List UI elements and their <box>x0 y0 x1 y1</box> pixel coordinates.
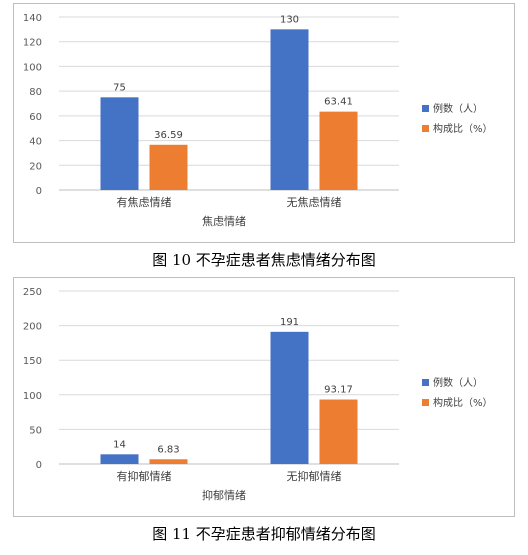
y-tick-label: 40 <box>29 137 42 148</box>
legend-swatch <box>422 125 429 132</box>
legend-label: 例数（人） <box>433 376 483 389</box>
data-label: 93.17 <box>324 385 353 396</box>
bar <box>149 144 188 190</box>
y-tick-label: 80 <box>29 87 42 98</box>
data-label: 191 <box>280 317 299 328</box>
bar <box>100 97 139 190</box>
y-tick-label: 0 <box>36 186 42 197</box>
x-category-label: 无焦虑情绪 <box>287 195 342 209</box>
bar <box>270 29 309 190</box>
bar <box>319 399 358 464</box>
data-label: 6.83 <box>157 444 179 455</box>
chart-depression: 0 50 100 150 200 250 14 6.83 有抑郁情绪 191 93.17 无抑郁情绪抑… <box>13 277 515 517</box>
bar <box>149 459 188 464</box>
x-axis-title: 焦虑情绪 <box>202 214 246 228</box>
legend-label: 构成比（%） <box>433 396 493 409</box>
legend-label: 构成比（%） <box>433 122 493 135</box>
y-tick-label: 60 <box>29 112 42 123</box>
bar <box>270 331 309 464</box>
bar <box>100 454 139 464</box>
figure-caption-depression: 图 11 不孕症患者抑郁情绪分布图 <box>152 525 376 543</box>
y-tick-label: 150 <box>23 356 42 367</box>
y-tick-label: 100 <box>23 391 42 402</box>
y-tick-label: 200 <box>23 322 42 333</box>
chart-depression-svg: 0 50 100 150 200 250 14 6.83 有抑郁情绪 191 93.17 无抑郁情绪抑… <box>23 287 493 502</box>
data-label: 14 <box>113 439 126 450</box>
legend-swatch <box>422 379 429 386</box>
x-axis-title: 抑郁情绪 <box>202 488 246 502</box>
x-category-label: 有抑郁情绪 <box>117 469 172 483</box>
y-tick-label: 50 <box>29 425 42 436</box>
data-label: 75 <box>113 82 126 93</box>
chart-anxiety-svg: 0 20 40 60 80 100 120 140 75 36.59 有焦虑情绪 130 63.41 无焦… <box>23 13 493 228</box>
x-category-label: 无抑郁情绪 <box>287 469 342 483</box>
x-category-label: 有焦虑情绪 <box>117 195 172 209</box>
legend-swatch <box>422 105 429 112</box>
y-tick-label: 250 <box>23 287 42 298</box>
y-tick-label: 120 <box>23 38 42 49</box>
data-label: 63.41 <box>324 97 353 108</box>
legend-label: 例数（人） <box>433 102 483 115</box>
data-label: 130 <box>280 14 299 25</box>
chart-anxiety: 0 20 40 60 80 100 120 140 75 36.59 有焦虑情绪 130 63.41 无焦… <box>13 3 515 243</box>
data-label: 36.59 <box>154 130 183 141</box>
y-tick-label: 20 <box>29 161 42 172</box>
figure-caption-anxiety: 图 10 不孕症患者焦虑情绪分布图 <box>152 251 376 269</box>
bar <box>319 111 358 190</box>
legend-swatch <box>422 399 429 406</box>
y-tick-label: 0 <box>36 460 42 471</box>
y-tick-label: 140 <box>23 13 42 24</box>
y-tick-label: 100 <box>23 62 42 73</box>
